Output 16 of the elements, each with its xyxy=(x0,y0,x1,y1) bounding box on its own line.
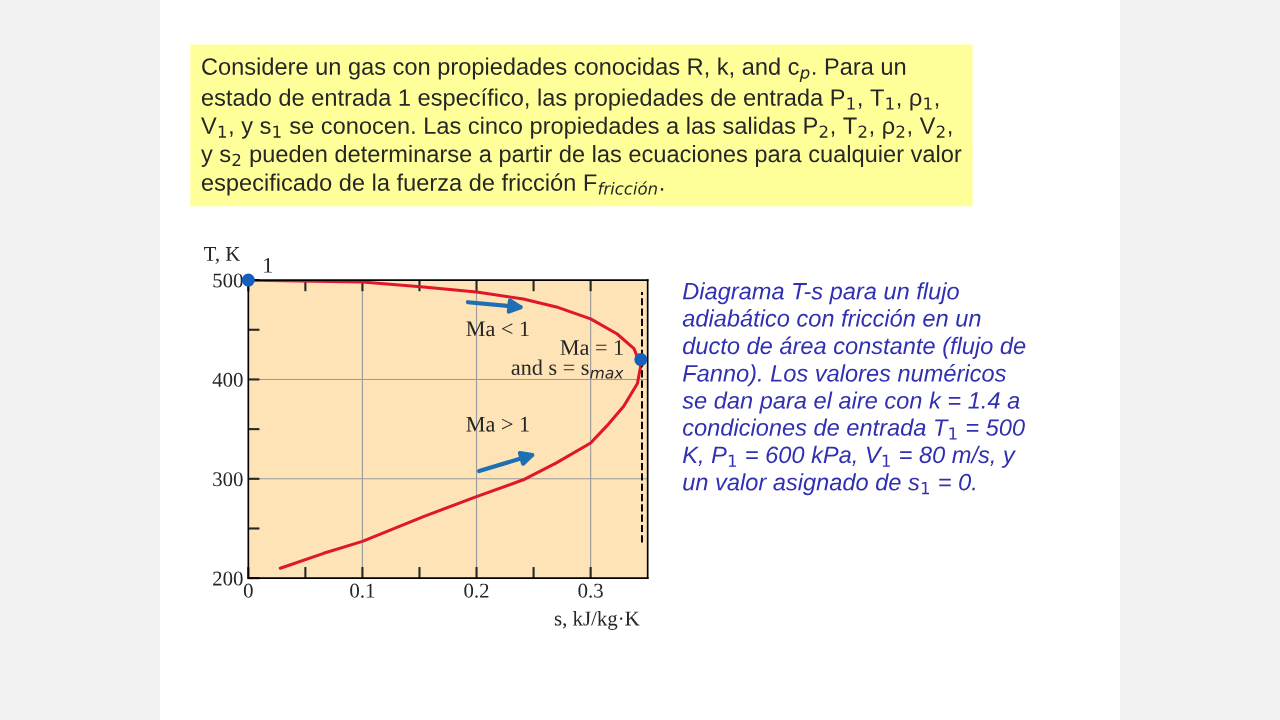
annotation: Ma = 1 and s = s$_{max}$ xyxy=(511,340,624,379)
y-axis-title: T, K xyxy=(204,247,241,264)
x-axis-title: s, kJ/kg·K xyxy=(554,610,640,630)
x-tick-label: 0.1 xyxy=(350,583,375,598)
x-tick-label: 0 xyxy=(243,583,253,598)
y-tick-label: 300 xyxy=(213,472,243,487)
chart-title: Considere un gas con propiedades conocidas R, k, and c$_{p}$. Para un estado de entrada 1 específico, las propiedades de entrada P$_{1}$, T$_{1}$, ρ$_{1}$, V$_{1}$, y s$_{1}$ se conocen. Las cinco propiedades a las salidas P$_{2}$, T$_{2}$, ρ$_{2}$, V$_{2}$, y s$_{2}$ pueden determinarse a partir de las ecuaciones para cualquier valor especificado de la fuerza de fricción F$_{fricción}$. xyxy=(201,57,962,196)
x-tick-label: 0.3 xyxy=(578,583,603,598)
annotation: Ma < 1 xyxy=(466,321,529,337)
annotation: Ma > 1 xyxy=(466,416,529,432)
annotation: 1 xyxy=(264,257,272,273)
text: Diagrama T-s para un flujo adiabático con fricción en un ducto de área constante (flujo de Fanno). Los valores numéricos se dan para el aire con k = 1.4 a condiciones de entrada T$_{1}$ = 500 K, P$_{1}$ = 600 kPa, V$_{1}$ = 80 m/s, y un valor asignado de s$_{1}$ = 0. xyxy=(682,282,1026,496)
y-tick-label: 400 xyxy=(212,372,243,387)
y-tick-label: 500 xyxy=(213,273,243,288)
x-tick-label: 0.2 xyxy=(464,583,489,598)
y-tick-label: 200 xyxy=(213,571,243,586)
